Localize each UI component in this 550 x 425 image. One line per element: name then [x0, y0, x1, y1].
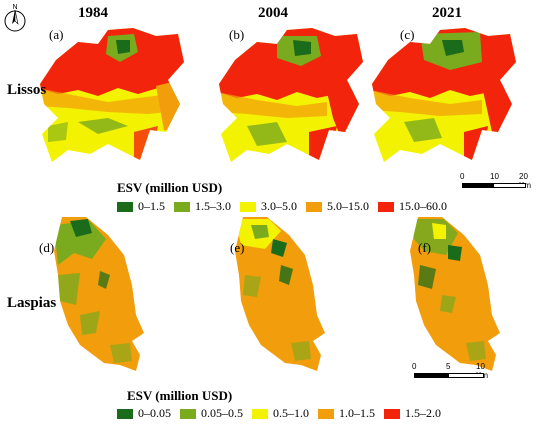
legend-top-label-4: 15.0–60.0 [399, 199, 447, 213]
legend-top: 0–1.5 1.5–3.0 3.0–5.0 5.0–15.0 15.0–60.0 [117, 199, 456, 214]
legend-bottom-swatch-3 [318, 408, 334, 419]
map-lissos-2004 [217, 22, 367, 170]
legend-top-item: 5.0–15.0 [306, 199, 369, 214]
north-arrow: N [2, 2, 28, 34]
legend-top-swatch-2 [240, 201, 256, 212]
panel-label-b: (b) [229, 27, 245, 42]
scalebar-bottom-tick-0: 0 [412, 362, 417, 371]
legend-bottom-swatch-4 [384, 408, 400, 419]
legend-top-label-2: 3.0–5.0 [261, 199, 297, 213]
legend-bottom-label-4: 1.5–2.0 [405, 406, 441, 420]
legend-top-swatch-4 [378, 201, 394, 212]
map-lissos-1984 [38, 22, 188, 170]
panel-label-a: (a) [49, 27, 64, 42]
map-laspias-2004 [221, 215, 361, 375]
scalebar-bottom: 0 5 10 Km [412, 362, 490, 382]
legend-top-item: 15.0–60.0 [378, 199, 447, 214]
legend-bottom-item: 0.05–0.5 [180, 406, 243, 421]
year-1984: 1984 [78, 5, 108, 21]
legend-bottom-label-3: 1.0–1.5 [339, 406, 375, 420]
legend-top-label-3: 5.0–15.0 [327, 199, 369, 213]
legend-bottom-title: ESV (million USD) [127, 388, 233, 403]
legend-top-swatch-0 [117, 201, 133, 212]
scalebar-bottom-bar [414, 373, 484, 378]
legend-bottom-item: 1.5–2.0 [384, 406, 441, 421]
legend-top-title: ESV (million USD) [117, 180, 223, 195]
legend-top-swatch-1 [174, 201, 190, 212]
legend-top-label-0: 0–1.5 [138, 199, 165, 213]
legend-top-swatch-3 [306, 201, 322, 212]
year-2021: 2021 [432, 5, 462, 21]
scalebar-bottom-tick-1: 5 [446, 362, 451, 371]
map-lissos-2021 [370, 22, 520, 170]
legend-bottom-label-1: 0.05–0.5 [201, 406, 243, 420]
panel-label-c: (c) [400, 27, 415, 42]
region-label-laspias: Laspias [7, 295, 57, 311]
legend-bottom-item: 1.0–1.5 [318, 406, 375, 421]
scalebar-top-tick-0: 0 [460, 172, 465, 181]
legend-top-item: 3.0–5.0 [240, 199, 297, 214]
panel-label-d: (d) [39, 240, 55, 255]
legend-top-item: 1.5–3.0 [174, 199, 231, 214]
region-label-lissos: Lissos [7, 82, 47, 98]
legend-bottom-label-0: 0–0.05 [138, 406, 171, 420]
legend-bottom-swatch-1 [180, 408, 196, 419]
legend-bottom-item: 0.5–1.0 [252, 406, 309, 421]
legend-top-item: 0–1.5 [117, 199, 165, 214]
year-2004: 2004 [258, 5, 288, 21]
scalebar-top-tick-1: 10 [490, 172, 499, 181]
legend-top-label-1: 1.5–3.0 [195, 199, 231, 213]
legend-bottom-swatch-0 [117, 408, 133, 419]
legend-bottom-label-2: 0.5–1.0 [273, 406, 309, 420]
legend-bottom-swatch-2 [252, 408, 268, 419]
scalebar-top: 0 10 20 Km [460, 172, 532, 192]
north-label: N [12, 4, 17, 11]
legend-bottom-item: 0–0.05 [117, 406, 171, 421]
panel-label-f: (f) [418, 240, 431, 255]
map-laspias-2021 [396, 215, 536, 375]
map-laspias-1984 [40, 215, 180, 375]
scalebar-top-bar [462, 183, 526, 188]
panel-label-e: (e) [230, 240, 245, 255]
legend-bottom: 0–0.05 0.05–0.5 0.5–1.0 1.0–1.5 1.5–2.0 [117, 406, 450, 421]
north-arrow-icon: N [4, 4, 26, 32]
